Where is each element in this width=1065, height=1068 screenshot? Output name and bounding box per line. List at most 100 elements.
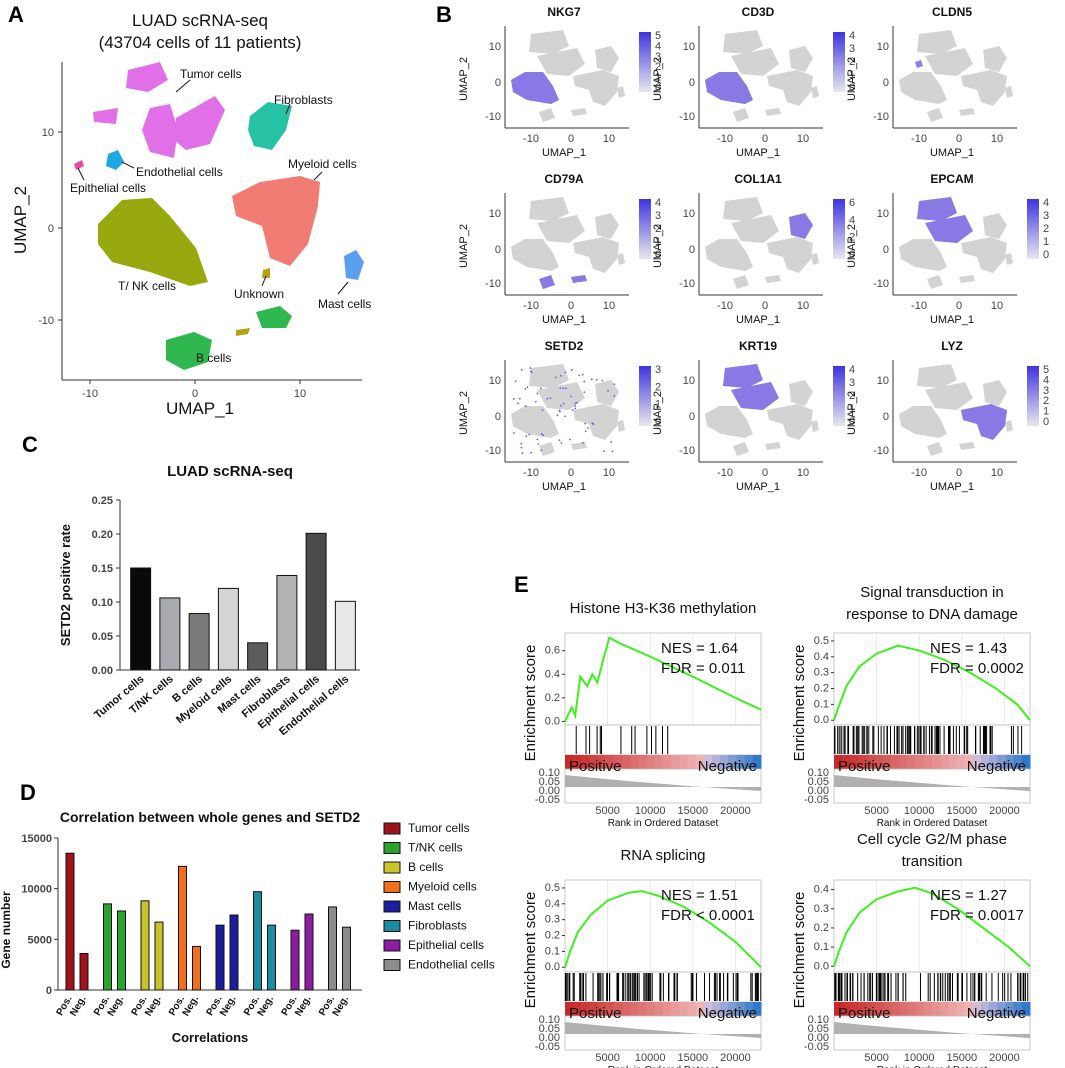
gsea-rank-band-segment [581, 755, 590, 769]
panel-c-title: LUAD scRNA-seq [167, 463, 293, 480]
feature-plot-colorbar-label: 0 [1043, 249, 1049, 261]
gsea-es-panel [564, 879, 762, 973]
feature-plot-colorbar-label: 0 [849, 249, 855, 261]
gsea-plot-grid: Histone H3-K36 methylation 0.6 0.4 0.2 0.0 NE… [522, 584, 1031, 1068]
feature-plot-positive-cell [559, 404, 562, 407]
gsea-rank-band-segment [728, 1002, 737, 1016]
gsea-rank-band-segment [997, 1002, 1006, 1016]
feature-plot-xtick-label: -10 [717, 133, 733, 145]
legend-label: Myeloid cells [408, 880, 477, 894]
gsea-enrichment-curve [833, 644, 1031, 721]
gsea-xtick-label: 20000 [989, 805, 1020, 817]
gsea-xtick-label: 5000 [595, 1052, 619, 1064]
cluster-unknown [236, 268, 270, 336]
panel-a-subtitle: (43704 cells of 11 patients) [99, 33, 302, 52]
gsea-metric-tick-label: 0.10 [539, 1014, 560, 1026]
feature-plot-colorbar-label: 0 [849, 416, 855, 428]
feature-plot-ylabel: UMAP_2 [458, 224, 470, 268]
feature-plot-colorbar-label: 0 [1043, 416, 1049, 428]
gsea-positive-label: Positive [838, 758, 891, 775]
feature-plot-expressing-cells [917, 197, 973, 243]
feature-plot-colorbar-label: 5 [1043, 364, 1049, 376]
gsea-rank-band-segment [744, 1002, 754, 1016]
feature-plot-ylabel: UMAP_2 [458, 57, 470, 101]
umap-a-xtick-label: 0 [192, 388, 198, 400]
bar-d-t-nk-cells-pos [103, 903, 112, 991]
feature-plot-xtick-label: 0 [568, 300, 574, 312]
feature-plot-background-cells [899, 197, 1013, 289]
feature-plot-expressing-cells [723, 364, 779, 410]
feature-plot-colorbar-label: 4 [1043, 197, 1049, 209]
gsea-enrichment-curve [833, 886, 1031, 968]
cluster-fibroblasts [248, 102, 292, 150]
feature-plot-cells [511, 30, 625, 122]
bar-d-category-label: Neg. [256, 994, 276, 1018]
feature-plot-cells [705, 197, 819, 289]
feature-plot-colorbar-label: 1 [849, 69, 855, 81]
feature-plot-title: SETD2 [545, 339, 584, 353]
gsea-nes: NES = 1.64 [661, 640, 738, 657]
feature-plot-positive-cell [520, 442, 523, 445]
gsea-rank-band-segment [883, 1002, 892, 1016]
feature-plot-colorbar-label: 2 [849, 390, 855, 402]
gsea-rank-band-segment [744, 755, 754, 769]
gsea-rank-band-segment [646, 755, 656, 769]
gsea-rank-band-segment [1005, 755, 1015, 769]
feature-plot-xtick-label: 10 [603, 467, 615, 479]
feature-plot-positive-cell [574, 402, 577, 405]
feature-plot-colorbar [1027, 199, 1039, 259]
feature-plot-colorbar-label: 0 [655, 249, 661, 261]
gsea-rank-band-segment [948, 755, 957, 769]
gsea-metric-tick-label: 0.05 [808, 1023, 829, 1035]
gsea-ytick-label: 0.3 [814, 667, 829, 679]
bar-d-myeloid-cells-neg [192, 945, 201, 991]
feature-plot-ytick-label: 10 [489, 375, 501, 387]
bar-d-b-cells-neg [154, 921, 164, 991]
bar-d-ytick-label: 10000 [21, 884, 52, 896]
feature-plot-cells [899, 197, 1013, 289]
feature-plot-title: CD79A [544, 172, 584, 186]
gsea-title: Signal transduction in [860, 584, 1003, 601]
feature-plot-cells [705, 30, 819, 122]
feature-plot-xtick-label: -10 [911, 467, 927, 479]
feature-plot-ytick-label: 0 [689, 244, 695, 256]
gsea-ranked-metric [565, 1022, 761, 1038]
feature-plot-cells [511, 197, 625, 289]
feature-plot-background-cells [705, 197, 819, 289]
panel-d-xlabel: Correlations [172, 1030, 249, 1045]
gsea-rank-band-segment [899, 1002, 908, 1016]
bar-d-category-label: Neg. [106, 994, 126, 1018]
feature-plot-ylabel: UMAP_2 [846, 391, 858, 435]
gsea-negative-label: Negative [698, 1005, 757, 1022]
feature-plot-ytick-label: -10 [485, 278, 501, 290]
feature-plot-ylabel: UMAP_2 [652, 224, 664, 268]
gsea-xtick-label: 5000 [595, 805, 619, 817]
gsea-metric-tick-label: 0.00 [539, 785, 560, 797]
gsea-ytick-label: 0.2 [545, 692, 560, 704]
cluster-annotations: Tumor cells Fibroblasts Endothelial cell… [70, 67, 371, 365]
gsea-metric-tick-label: 0.10 [808, 767, 829, 779]
legend-label: Endothelial cells [408, 958, 495, 972]
label-myeloid-cells: Myeloid cells [288, 157, 357, 171]
gsea-rank-band-segment [638, 755, 648, 769]
feature-plot-positive-cell [582, 441, 584, 444]
legend-label: B cells [408, 860, 443, 874]
gsea-rank-band-segment [589, 1002, 599, 1016]
gsea-rank-band-segment [605, 1002, 615, 1016]
gsea-rank-band-segment [989, 1002, 998, 1016]
gsea-xtick-label: 15000 [678, 1052, 709, 1064]
feature-plot-ytick-label: -10 [679, 111, 695, 123]
feature-plot-xtick-label: 0 [762, 133, 768, 145]
bar-d-b-cells-pos [140, 900, 150, 991]
gsea-rank-band-segment [874, 1002, 884, 1016]
gsea-rank-band-segment [671, 1002, 680, 1016]
feature-plot-colorbar-label: 6 [849, 197, 855, 209]
feature-plot-positive-cell [592, 423, 595, 426]
gsea-ytick-label: 0.2 [814, 922, 829, 934]
feature-plot-positive-cell [587, 427, 589, 429]
gsea-positive-label: Positive [838, 1005, 891, 1022]
